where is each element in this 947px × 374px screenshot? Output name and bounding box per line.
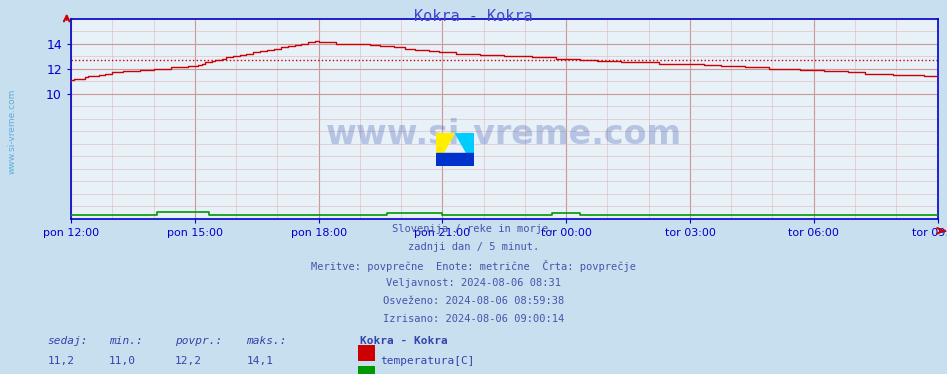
Polygon shape	[455, 133, 474, 166]
Text: 14,1: 14,1	[246, 356, 274, 367]
Text: povpr.:: povpr.:	[175, 336, 223, 346]
Text: Slovenija / reke in morje.: Slovenija / reke in morje.	[392, 224, 555, 234]
Text: 11,2: 11,2	[47, 356, 75, 367]
Text: sedaj:: sedaj:	[47, 336, 88, 346]
Text: Veljavnost: 2024-08-06 08:31: Veljavnost: 2024-08-06 08:31	[386, 278, 561, 288]
Text: temperatura[C]: temperatura[C]	[381, 356, 475, 367]
Text: maks.:: maks.:	[246, 336, 287, 346]
Text: Meritve: povprečne  Enote: metrične  Črta: povprečje: Meritve: povprečne Enote: metrične Črta:…	[311, 260, 636, 272]
Text: zadnji dan / 5 minut.: zadnji dan / 5 minut.	[408, 242, 539, 252]
Text: Kokra - Kokra: Kokra - Kokra	[360, 336, 448, 346]
Text: min.:: min.:	[109, 336, 143, 346]
Text: 12,2: 12,2	[175, 356, 203, 367]
Text: www.si-vreme.com: www.si-vreme.com	[326, 118, 683, 151]
Text: Izrisano: 2024-08-06 09:00:14: Izrisano: 2024-08-06 09:00:14	[383, 314, 564, 324]
Text: www.si-vreme.com: www.si-vreme.com	[8, 88, 17, 174]
Text: Osveženo: 2024-08-06 08:59:38: Osveženo: 2024-08-06 08:59:38	[383, 296, 564, 306]
Polygon shape	[436, 133, 455, 166]
Text: Kokra - Kokra: Kokra - Kokra	[414, 9, 533, 24]
Polygon shape	[436, 153, 474, 166]
Text: 11,0: 11,0	[109, 356, 136, 367]
